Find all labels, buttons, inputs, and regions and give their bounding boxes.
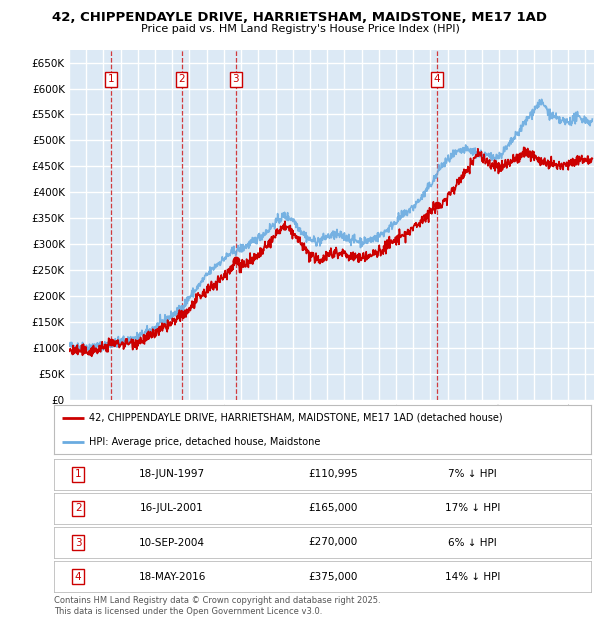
Text: HPI: Average price, detached house, Maidstone: HPI: Average price, detached house, Maid… <box>89 436 320 447</box>
Text: 10-SEP-2004: 10-SEP-2004 <box>139 538 205 547</box>
Text: 42, CHIPPENDAYLE DRIVE, HARRIETSHAM, MAIDSTONE, ME17 1AD (detached house): 42, CHIPPENDAYLE DRIVE, HARRIETSHAM, MAI… <box>89 412 503 423</box>
Text: £165,000: £165,000 <box>308 503 358 513</box>
Text: 14% ↓ HPI: 14% ↓ HPI <box>445 572 500 582</box>
Text: 42, CHIPPENDAYLE DRIVE, HARRIETSHAM, MAIDSTONE, ME17 1AD: 42, CHIPPENDAYLE DRIVE, HARRIETSHAM, MAI… <box>53 11 548 24</box>
Text: 17% ↓ HPI: 17% ↓ HPI <box>445 503 500 513</box>
Text: 18-MAY-2016: 18-MAY-2016 <box>139 572 206 582</box>
Text: Contains HM Land Registry data © Crown copyright and database right 2025.
This d: Contains HM Land Registry data © Crown c… <box>54 596 380 616</box>
Text: Price paid vs. HM Land Registry's House Price Index (HPI): Price paid vs. HM Land Registry's House … <box>140 24 460 33</box>
Text: 18-JUN-1997: 18-JUN-1997 <box>139 469 205 479</box>
Text: £270,000: £270,000 <box>308 538 358 547</box>
Text: 4: 4 <box>434 74 440 84</box>
Text: 16-JUL-2001: 16-JUL-2001 <box>140 503 204 513</box>
Text: 3: 3 <box>75 538 82 547</box>
Text: 1: 1 <box>108 74 115 84</box>
Text: £110,995: £110,995 <box>308 469 358 479</box>
Text: 6% ↓ HPI: 6% ↓ HPI <box>448 538 497 547</box>
Text: 1: 1 <box>75 469 82 479</box>
Text: 2: 2 <box>75 503 82 513</box>
Text: 3: 3 <box>232 74 239 84</box>
Text: 7% ↓ HPI: 7% ↓ HPI <box>448 469 497 479</box>
Text: 4: 4 <box>75 572 82 582</box>
Text: £375,000: £375,000 <box>308 572 358 582</box>
Text: 2: 2 <box>178 74 185 84</box>
